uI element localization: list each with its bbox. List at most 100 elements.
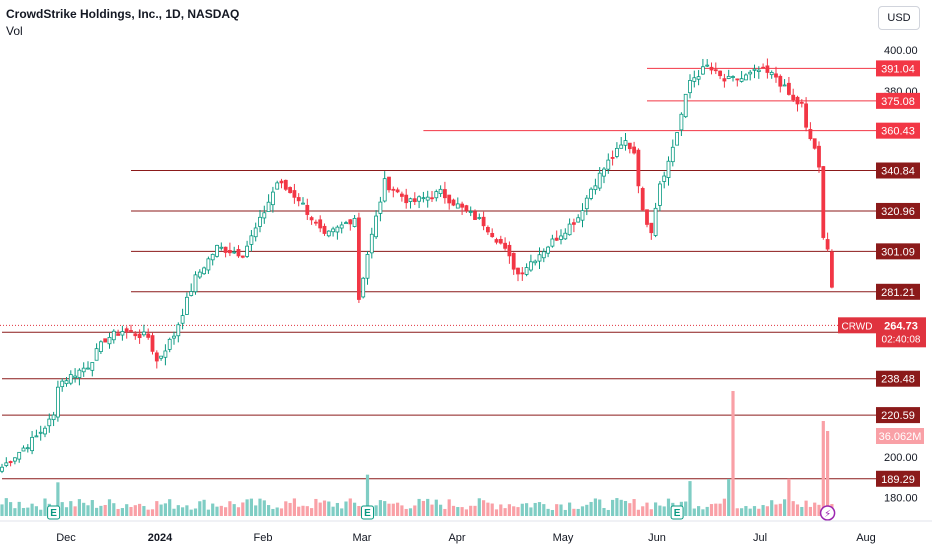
candle[interactable] <box>374 210 379 239</box>
candle[interactable] <box>670 139 675 167</box>
candle[interactable] <box>34 429 39 438</box>
candle[interactable] <box>494 237 499 245</box>
candle[interactable] <box>279 178 284 189</box>
candle[interactable] <box>761 63 765 69</box>
candle[interactable] <box>473 209 477 220</box>
candle[interactable] <box>369 227 374 259</box>
candle[interactable] <box>739 71 744 83</box>
candle[interactable] <box>103 338 108 343</box>
candle[interactable] <box>172 331 176 345</box>
candle[interactable] <box>825 232 830 252</box>
candle[interactable] <box>146 328 151 340</box>
candle[interactable] <box>395 187 400 194</box>
candle[interactable] <box>421 191 426 203</box>
candle[interactable] <box>378 196 383 222</box>
candle[interactable] <box>787 76 791 96</box>
candle[interactable] <box>17 451 22 463</box>
candle[interactable] <box>184 292 189 315</box>
candle[interactable] <box>417 195 422 209</box>
candle[interactable] <box>744 73 748 81</box>
candle[interactable] <box>150 332 155 355</box>
candle[interactable] <box>223 246 228 258</box>
candle[interactable] <box>215 244 219 258</box>
candle[interactable] <box>516 267 520 282</box>
candle[interactable] <box>154 350 159 369</box>
candle[interactable] <box>275 180 280 190</box>
candle[interactable] <box>232 246 237 254</box>
candle[interactable] <box>464 204 469 213</box>
candle[interactable] <box>133 331 138 340</box>
candle[interactable] <box>288 186 293 194</box>
candle[interactable] <box>580 203 585 228</box>
candle[interactable] <box>602 166 606 184</box>
candle[interactable] <box>460 201 465 215</box>
candle[interactable] <box>817 141 821 173</box>
candle[interactable] <box>159 355 164 361</box>
candle[interactable] <box>391 186 396 198</box>
candle[interactable] <box>309 215 314 225</box>
candle[interactable] <box>477 213 482 220</box>
candle[interactable] <box>81 362 86 377</box>
candle[interactable] <box>649 222 654 240</box>
candle[interactable] <box>331 226 336 237</box>
candle[interactable] <box>266 194 271 212</box>
dividend-icon[interactable]: ⚡ <box>819 505 836 521</box>
candle[interactable] <box>632 141 636 155</box>
earnings-marker[interactable]: E <box>361 505 374 520</box>
candle[interactable] <box>8 460 13 467</box>
candle[interactable] <box>348 219 353 231</box>
candle[interactable] <box>176 322 181 343</box>
candle[interactable] <box>68 370 73 386</box>
candle[interactable] <box>455 197 460 209</box>
candle[interactable] <box>442 181 447 204</box>
candle[interactable] <box>141 324 146 337</box>
candle[interactable] <box>498 235 503 245</box>
candle[interactable] <box>679 112 684 137</box>
candle[interactable] <box>21 445 26 452</box>
candle[interactable] <box>597 167 602 191</box>
candle[interactable] <box>769 70 774 79</box>
candle[interactable] <box>572 218 576 233</box>
candle[interactable] <box>296 193 301 207</box>
candle[interactable] <box>167 337 172 353</box>
candle[interactable] <box>658 180 662 212</box>
candle[interactable] <box>352 214 357 228</box>
candle[interactable] <box>550 234 555 248</box>
candle[interactable] <box>129 324 133 332</box>
candle[interactable] <box>227 242 232 257</box>
candle[interactable] <box>563 228 568 240</box>
candle[interactable] <box>73 368 77 383</box>
candle[interactable] <box>253 222 258 242</box>
candle[interactable] <box>4 457 9 468</box>
candle[interactable] <box>202 266 207 275</box>
candle[interactable] <box>705 59 710 68</box>
candle[interactable] <box>546 245 550 258</box>
candle[interactable] <box>399 191 404 202</box>
candle[interactable] <box>249 230 254 252</box>
candle[interactable] <box>821 165 826 240</box>
candle[interactable] <box>236 245 241 258</box>
candle[interactable] <box>430 191 434 202</box>
candle[interactable] <box>344 220 348 225</box>
candle[interactable] <box>12 457 17 465</box>
candle[interactable] <box>696 70 701 86</box>
candle[interactable] <box>43 425 47 438</box>
candle[interactable] <box>408 197 413 209</box>
currency-button[interactable]: USD <box>878 6 920 30</box>
candle[interactable] <box>511 252 516 275</box>
candle[interactable] <box>137 329 142 344</box>
candle[interactable] <box>735 78 740 87</box>
candle[interactable] <box>240 255 245 259</box>
candle[interactable] <box>60 378 65 392</box>
price-axis-bg[interactable] <box>876 0 932 550</box>
candle[interactable] <box>524 263 529 277</box>
candle[interactable] <box>47 413 52 433</box>
candle[interactable] <box>683 93 688 119</box>
candle[interactable] <box>615 142 619 159</box>
candle[interactable] <box>778 74 783 93</box>
candle[interactable] <box>520 266 525 281</box>
candle[interactable] <box>86 361 90 370</box>
candle[interactable] <box>301 197 305 205</box>
candle[interactable] <box>210 253 215 266</box>
